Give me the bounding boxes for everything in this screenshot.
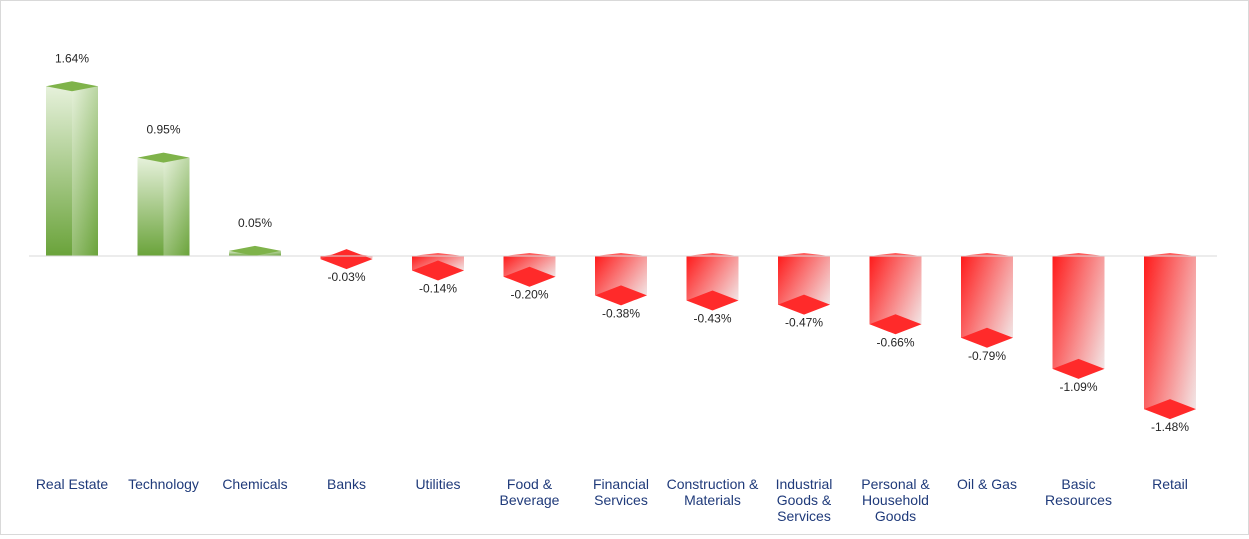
category-label: Utilities bbox=[415, 476, 460, 492]
category-label: Personal & Household Goods bbox=[861, 476, 930, 524]
bar-top-cap bbox=[137, 152, 190, 163]
data-label: -0.47% bbox=[785, 316, 823, 330]
category-label: Industrial Goods & Services bbox=[776, 476, 833, 524]
category-label: Food & Beverage bbox=[500, 476, 560, 508]
bar-top-cap bbox=[229, 245, 281, 256]
data-label: 0.95% bbox=[146, 123, 180, 137]
bar-8 bbox=[686, 253, 739, 311]
bar-1 bbox=[46, 81, 98, 256]
bar-9 bbox=[778, 253, 830, 315]
data-label: 1.64% bbox=[55, 51, 89, 65]
category-label: Financial Services bbox=[593, 476, 649, 508]
bars-group bbox=[46, 81, 1196, 420]
bar-bottom-cap bbox=[686, 290, 739, 311]
bar-bottom-cap bbox=[503, 266, 556, 287]
bar-bottom-cap bbox=[595, 285, 647, 306]
bar-side bbox=[255, 250, 281, 256]
bar-side bbox=[163, 157, 190, 256]
data-label: -1.48% bbox=[1151, 420, 1189, 434]
bar-5 bbox=[412, 253, 464, 281]
data-label: -0.03% bbox=[327, 270, 365, 284]
data-label: -0.20% bbox=[510, 288, 548, 302]
category-labels-group: Real Estate Technology Chemicals Banks Utili… bbox=[36, 476, 1188, 524]
bar-10 bbox=[869, 253, 922, 335]
bar-shade bbox=[503, 256, 556, 277]
category-label: Banks bbox=[327, 476, 366, 492]
bar-bottom-cap bbox=[320, 249, 373, 270]
data-label: 0.05% bbox=[238, 216, 272, 230]
bar-13 bbox=[1144, 253, 1196, 420]
category-label: Real Estate bbox=[36, 476, 109, 492]
data-label: -0.38% bbox=[602, 306, 640, 320]
bar-12 bbox=[1052, 253, 1105, 379]
data-label: -0.43% bbox=[693, 312, 731, 326]
bar-bottom-cap bbox=[1052, 358, 1105, 379]
data-label: -0.66% bbox=[876, 335, 914, 349]
category-label: Chemicals bbox=[222, 476, 287, 492]
bar-2 bbox=[137, 152, 190, 256]
data-label: -0.14% bbox=[419, 281, 457, 295]
bar-top-cap bbox=[46, 81, 98, 92]
data-labels-group: 1.64% 0.95% 0.05% -0.03% -0.14% -0.20% -0.38% -… bbox=[55, 51, 1189, 434]
category-label: Oil & Gas bbox=[957, 476, 1017, 492]
bar-4 bbox=[320, 249, 373, 270]
bar-11 bbox=[961, 253, 1013, 348]
bar-bottom-cap bbox=[778, 294, 830, 315]
data-label: -0.79% bbox=[968, 349, 1006, 363]
bar-bottom-cap bbox=[961, 327, 1013, 348]
bar-shade bbox=[869, 256, 922, 325]
category-label: Retail bbox=[1152, 476, 1188, 492]
category-label: Technology bbox=[128, 476, 199, 492]
bar-shade bbox=[961, 256, 1013, 338]
bar-7 bbox=[595, 253, 647, 306]
bar-side bbox=[72, 86, 98, 256]
bar-bottom-cap bbox=[412, 260, 464, 281]
category-label: Basic Resources bbox=[1045, 476, 1112, 508]
bar-shade bbox=[1052, 256, 1105, 369]
bar-3 bbox=[229, 245, 281, 256]
bar-bottom-cap bbox=[869, 314, 922, 335]
bar-6 bbox=[503, 253, 556, 287]
bar-shade bbox=[1144, 256, 1196, 410]
data-label: -1.09% bbox=[1059, 380, 1097, 394]
bar-bottom-cap bbox=[1144, 399, 1196, 420]
category-label: Construction & Materials bbox=[667, 476, 759, 508]
